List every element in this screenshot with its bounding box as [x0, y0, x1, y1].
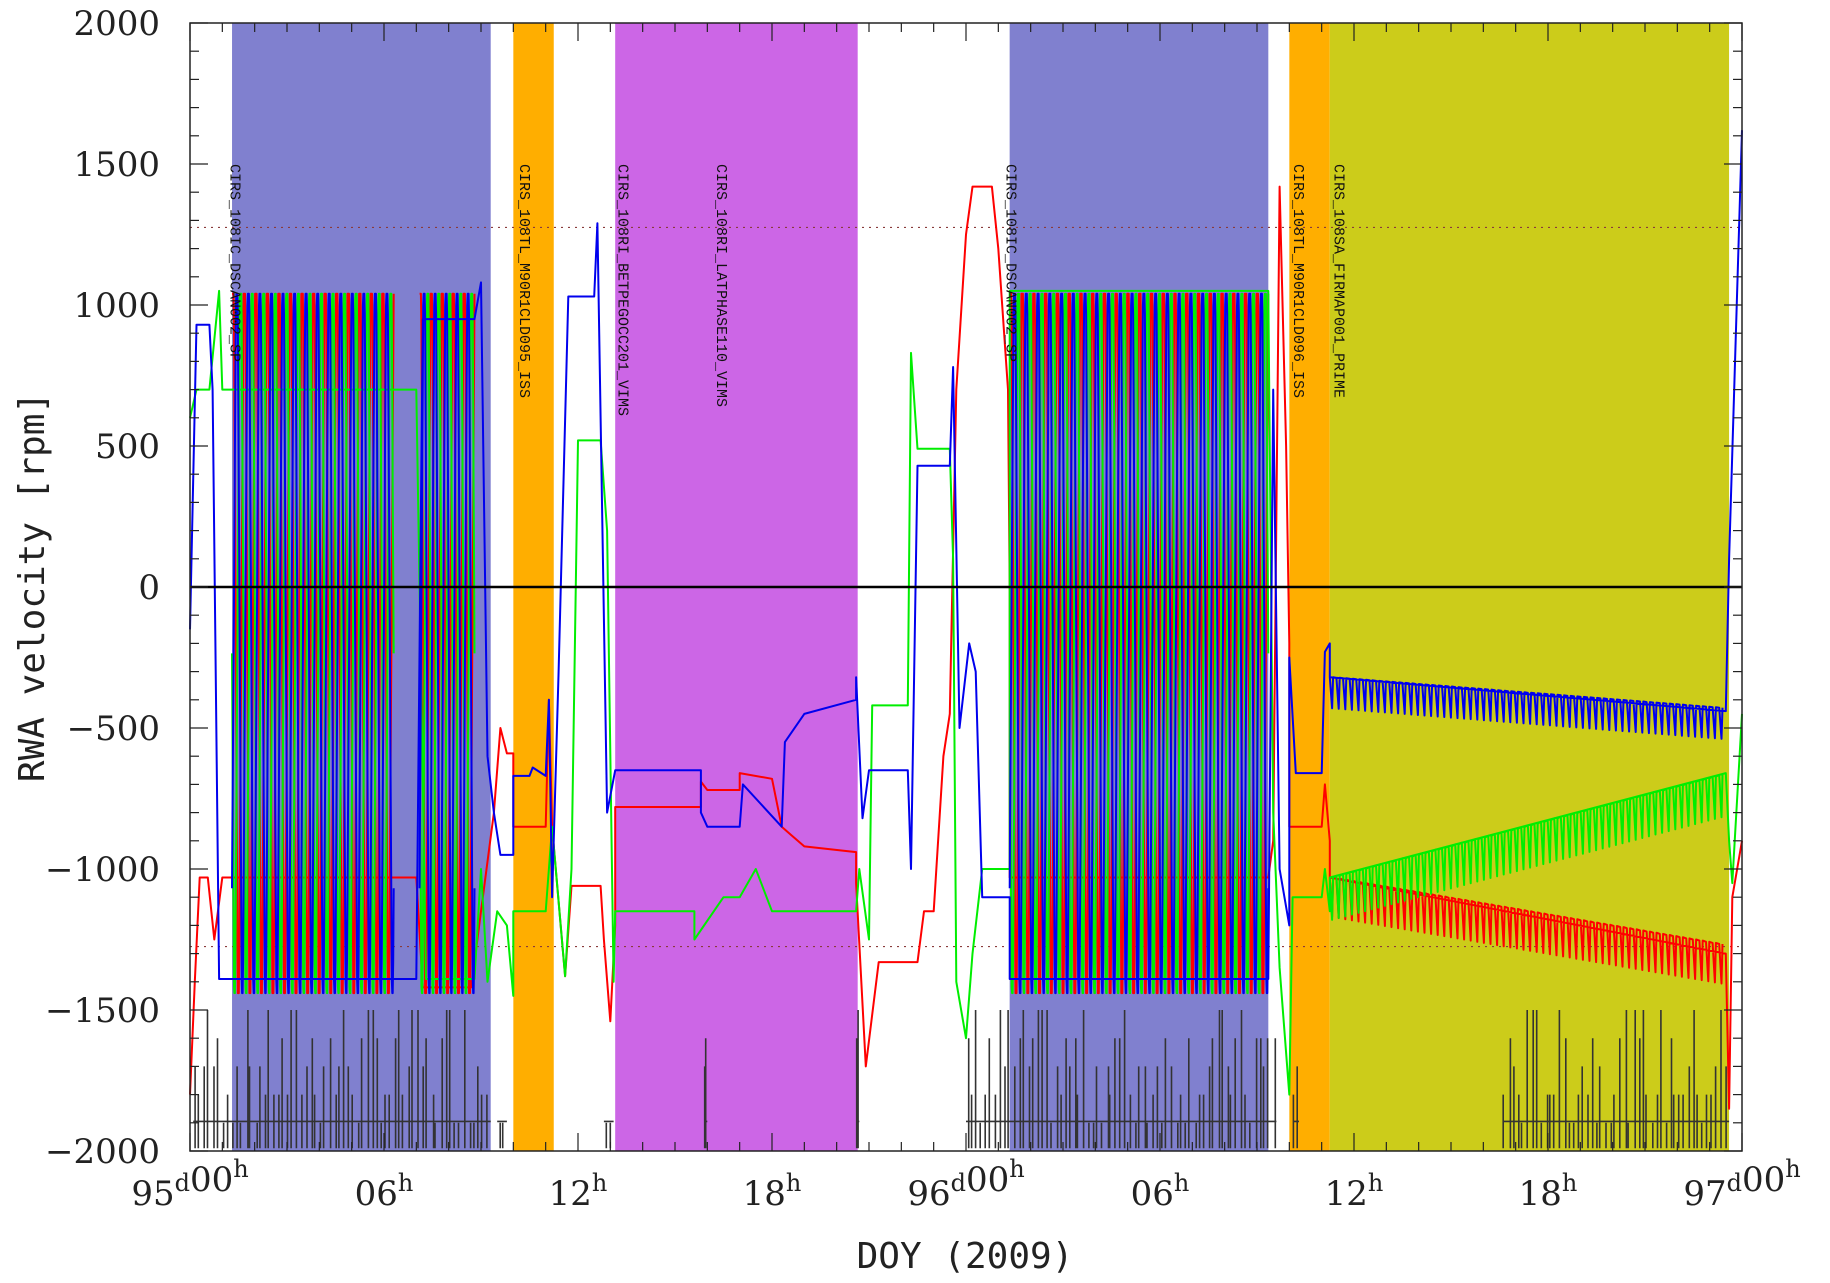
x-tick-label-6: 12h: [1325, 1169, 1384, 1214]
y-tick-label-2: 1000: [73, 286, 160, 326]
activity-trace: [193, 1010, 1730, 1149]
y-tick-label-6: −1000: [45, 850, 160, 890]
x-tick-label-7: 18h: [1519, 1169, 1578, 1214]
y-tick-label-1: 1500: [73, 145, 160, 185]
x-tick-label-8: 97d00h: [1683, 1155, 1800, 1214]
band-label-3: CIRS_108RI_LATPHASE110_VIMS: [712, 164, 729, 407]
band-labels: CIRS_108IC_DSCAN002_SP CIRS_108TL_M90R1CL…: [225, 164, 1346, 416]
x-tick-label-4: 96d00h: [907, 1155, 1024, 1214]
band-label-4: CIRS_108IC_DSCAN002_SP: [1001, 164, 1018, 362]
x-tick-label-2: 12h: [549, 1169, 608, 1214]
x-tick-label-5: 06h: [1131, 1169, 1190, 1214]
series-group: [189, 130, 1743, 1110]
band-label-0: CIRS_108IC_DSCAN002_SP: [225, 164, 242, 362]
x-axis-title: DOY (2009): [857, 1236, 1074, 1277]
y-tick-label-5: −500: [67, 709, 160, 749]
y-ticks: 2000 1500 1000 500 0 −500 −1000 −1500 −2000: [45, 4, 1742, 1172]
x-tick-label-0: 95d00h: [131, 1155, 248, 1214]
series-line-2: [189, 130, 1743, 995]
band-label-2: CIRS_108RI_BETPEGOCC201_VIMS: [613, 164, 630, 416]
band-label-6: CIRS_108SA_FIRMAP001_PRIME: [1330, 164, 1347, 398]
activity-spikes: [193, 1010, 1730, 1149]
y-tick-label-4: 0: [138, 568, 160, 608]
x-ticks: 95d00h 06h 12h 18h 96d00h 06h 12h 18h 97d00h: [131, 23, 1801, 1214]
x-tick-label-3: 18h: [743, 1169, 802, 1214]
y-tick-label-8: −2000: [45, 1132, 160, 1172]
y-tick-label-3: 500: [95, 427, 160, 467]
y-axis-title: RWA velocity [rpm]: [12, 392, 53, 782]
band-label-5: CIRS_108TL_M90R1CLD096_ISS: [1289, 164, 1306, 398]
series-line-1: [189, 289, 1743, 1096]
y-tick-label-7: −1500: [45, 991, 160, 1031]
band-label-1: CIRS_108TL_M90R1CLD095_ISS: [515, 164, 532, 398]
x-tick-label-1: 06h: [355, 1169, 414, 1214]
y-tick-label-0: 2000: [73, 4, 160, 44]
